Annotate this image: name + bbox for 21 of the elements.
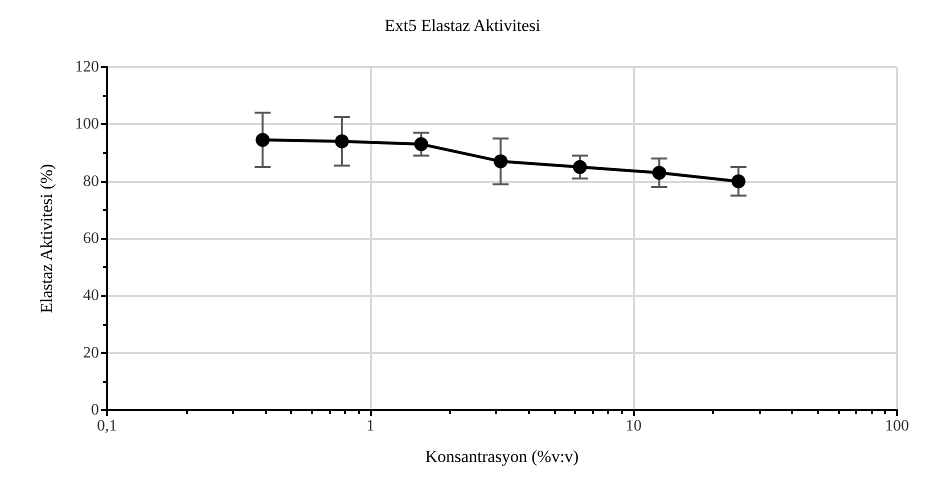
x-tick-label: 1: [366, 418, 374, 434]
y-tick-label: 20: [83, 344, 99, 362]
y-tick-label: 60: [83, 230, 99, 247]
point: [731, 174, 746, 188]
x-axis-title: Konsantrasyon (%v:v): [425, 447, 579, 466]
point: [334, 134, 349, 148]
y-tick-label: 0: [91, 402, 99, 418]
point: [414, 137, 428, 152]
y-tick-label: 80: [83, 172, 99, 190]
y-tick-label: 100: [75, 116, 99, 133]
point: [572, 160, 587, 174]
y-axis-title: Elastaz Aktivitesi (%): [37, 164, 56, 314]
x-tick-label: 0,1: [97, 418, 117, 434]
point: [652, 166, 666, 180]
point: [494, 154, 508, 168]
x-tick-label: 10: [626, 418, 642, 434]
chart-title: Ext5 Elastaz Aktivitesi: [384, 16, 541, 35]
x-tick-label: 100: [885, 418, 909, 434]
y-tick-label: 120: [75, 58, 99, 76]
point: [256, 132, 270, 147]
y-tick-label: 40: [83, 287, 99, 304]
